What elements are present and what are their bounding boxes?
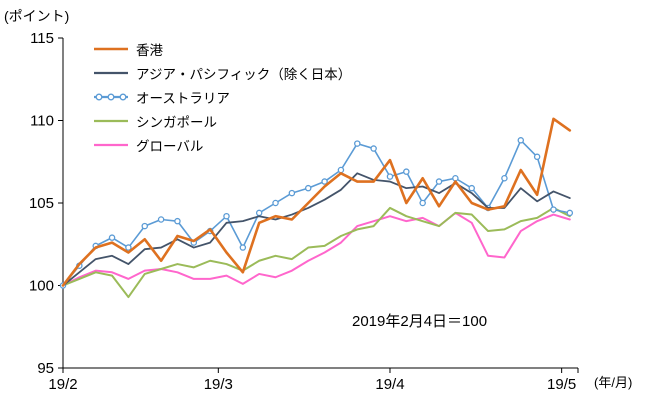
x-tick-label: 19/2 xyxy=(48,376,77,393)
series-marker-australia xyxy=(354,140,361,147)
series-marker-australia xyxy=(452,174,459,182)
y-tick-label: 100 xyxy=(29,278,54,295)
series-marker-australia xyxy=(304,184,312,192)
legend-line-sample-singapore xyxy=(94,119,128,123)
series-marker-australia xyxy=(239,244,247,251)
series-marker-australia xyxy=(223,212,230,220)
chart-legend: 香港アジア・パシフィック（除く日本） オーストラリア シンガポール グローバル xyxy=(94,40,351,154)
legend-line-sample-australia xyxy=(94,93,128,101)
x-axis-unit-label: (年/月) xyxy=(594,375,633,390)
series-marker-australia xyxy=(321,178,328,185)
series-line-global xyxy=(62,211,571,287)
series-marker-australia xyxy=(272,199,279,207)
series-marker-australia xyxy=(337,166,345,174)
legend-label-global: グローバル xyxy=(136,139,204,154)
legend-line-sample-global xyxy=(94,143,128,147)
series-marker-australia xyxy=(386,173,394,180)
legend-line-sample-hong-kong xyxy=(94,47,128,51)
legend-label-hong-kong: 香港 xyxy=(136,43,163,58)
x-tick-label: 19/4 xyxy=(375,376,404,393)
x-tick-label: 19/3 xyxy=(204,376,233,393)
series-marker-australia xyxy=(566,209,574,217)
legend-label-singapore: シンガポール xyxy=(136,115,217,130)
legend-item-singapore: シンガポール xyxy=(94,112,351,130)
series-marker-australia xyxy=(157,216,165,223)
series-line-hong-kong xyxy=(61,117,572,287)
series-line-singapore xyxy=(62,206,571,299)
legend-label-australia: オーストラリア xyxy=(136,91,230,106)
series-marker-australia xyxy=(517,137,525,144)
legend-item-global: グローバル xyxy=(94,136,351,154)
legend-item-hong-kong: 香港 xyxy=(94,40,351,58)
x-tick-label: 19/5 xyxy=(547,376,576,393)
series-line-australia xyxy=(62,139,571,287)
series-marker-australia xyxy=(468,184,475,192)
series-marker-australia xyxy=(288,189,296,197)
legend-item-australia: オーストラリア xyxy=(94,88,351,106)
series-line-asia-pacific-ex-japan xyxy=(62,172,571,287)
series-marker-australia xyxy=(141,222,148,230)
series-marker-australia xyxy=(403,168,410,175)
y-tick-label: 95 xyxy=(37,360,54,377)
series-marker-australia xyxy=(255,209,263,217)
series-marker-australia xyxy=(550,206,557,213)
legend-item-asia-pacific-ex-japan: アジア・パシフィック（除く日本） xyxy=(94,64,351,82)
series-marker-australia xyxy=(370,145,377,152)
series-marker-australia xyxy=(501,174,508,182)
series-marker-australia xyxy=(108,234,116,241)
series-marker-australia xyxy=(533,153,541,161)
y-tick-label: 110 xyxy=(30,113,54,130)
y-axis-title: (ポイント) xyxy=(4,8,70,24)
series-marker-australia xyxy=(125,244,132,251)
legend-line-sample-asia-pacific-ex-japan xyxy=(94,71,128,75)
y-tick-label: 115 xyxy=(30,30,54,47)
y-tick-label: 105 xyxy=(29,195,54,212)
legend-label-asia-pacific-ex-japan: アジア・パシフィック（除く日本） xyxy=(136,67,352,82)
series-marker-australia xyxy=(435,178,443,185)
series-marker-australia xyxy=(419,199,426,207)
base-date-annotation: 2019年2月4日＝100 xyxy=(352,313,488,330)
series-marker-australia xyxy=(174,217,181,225)
